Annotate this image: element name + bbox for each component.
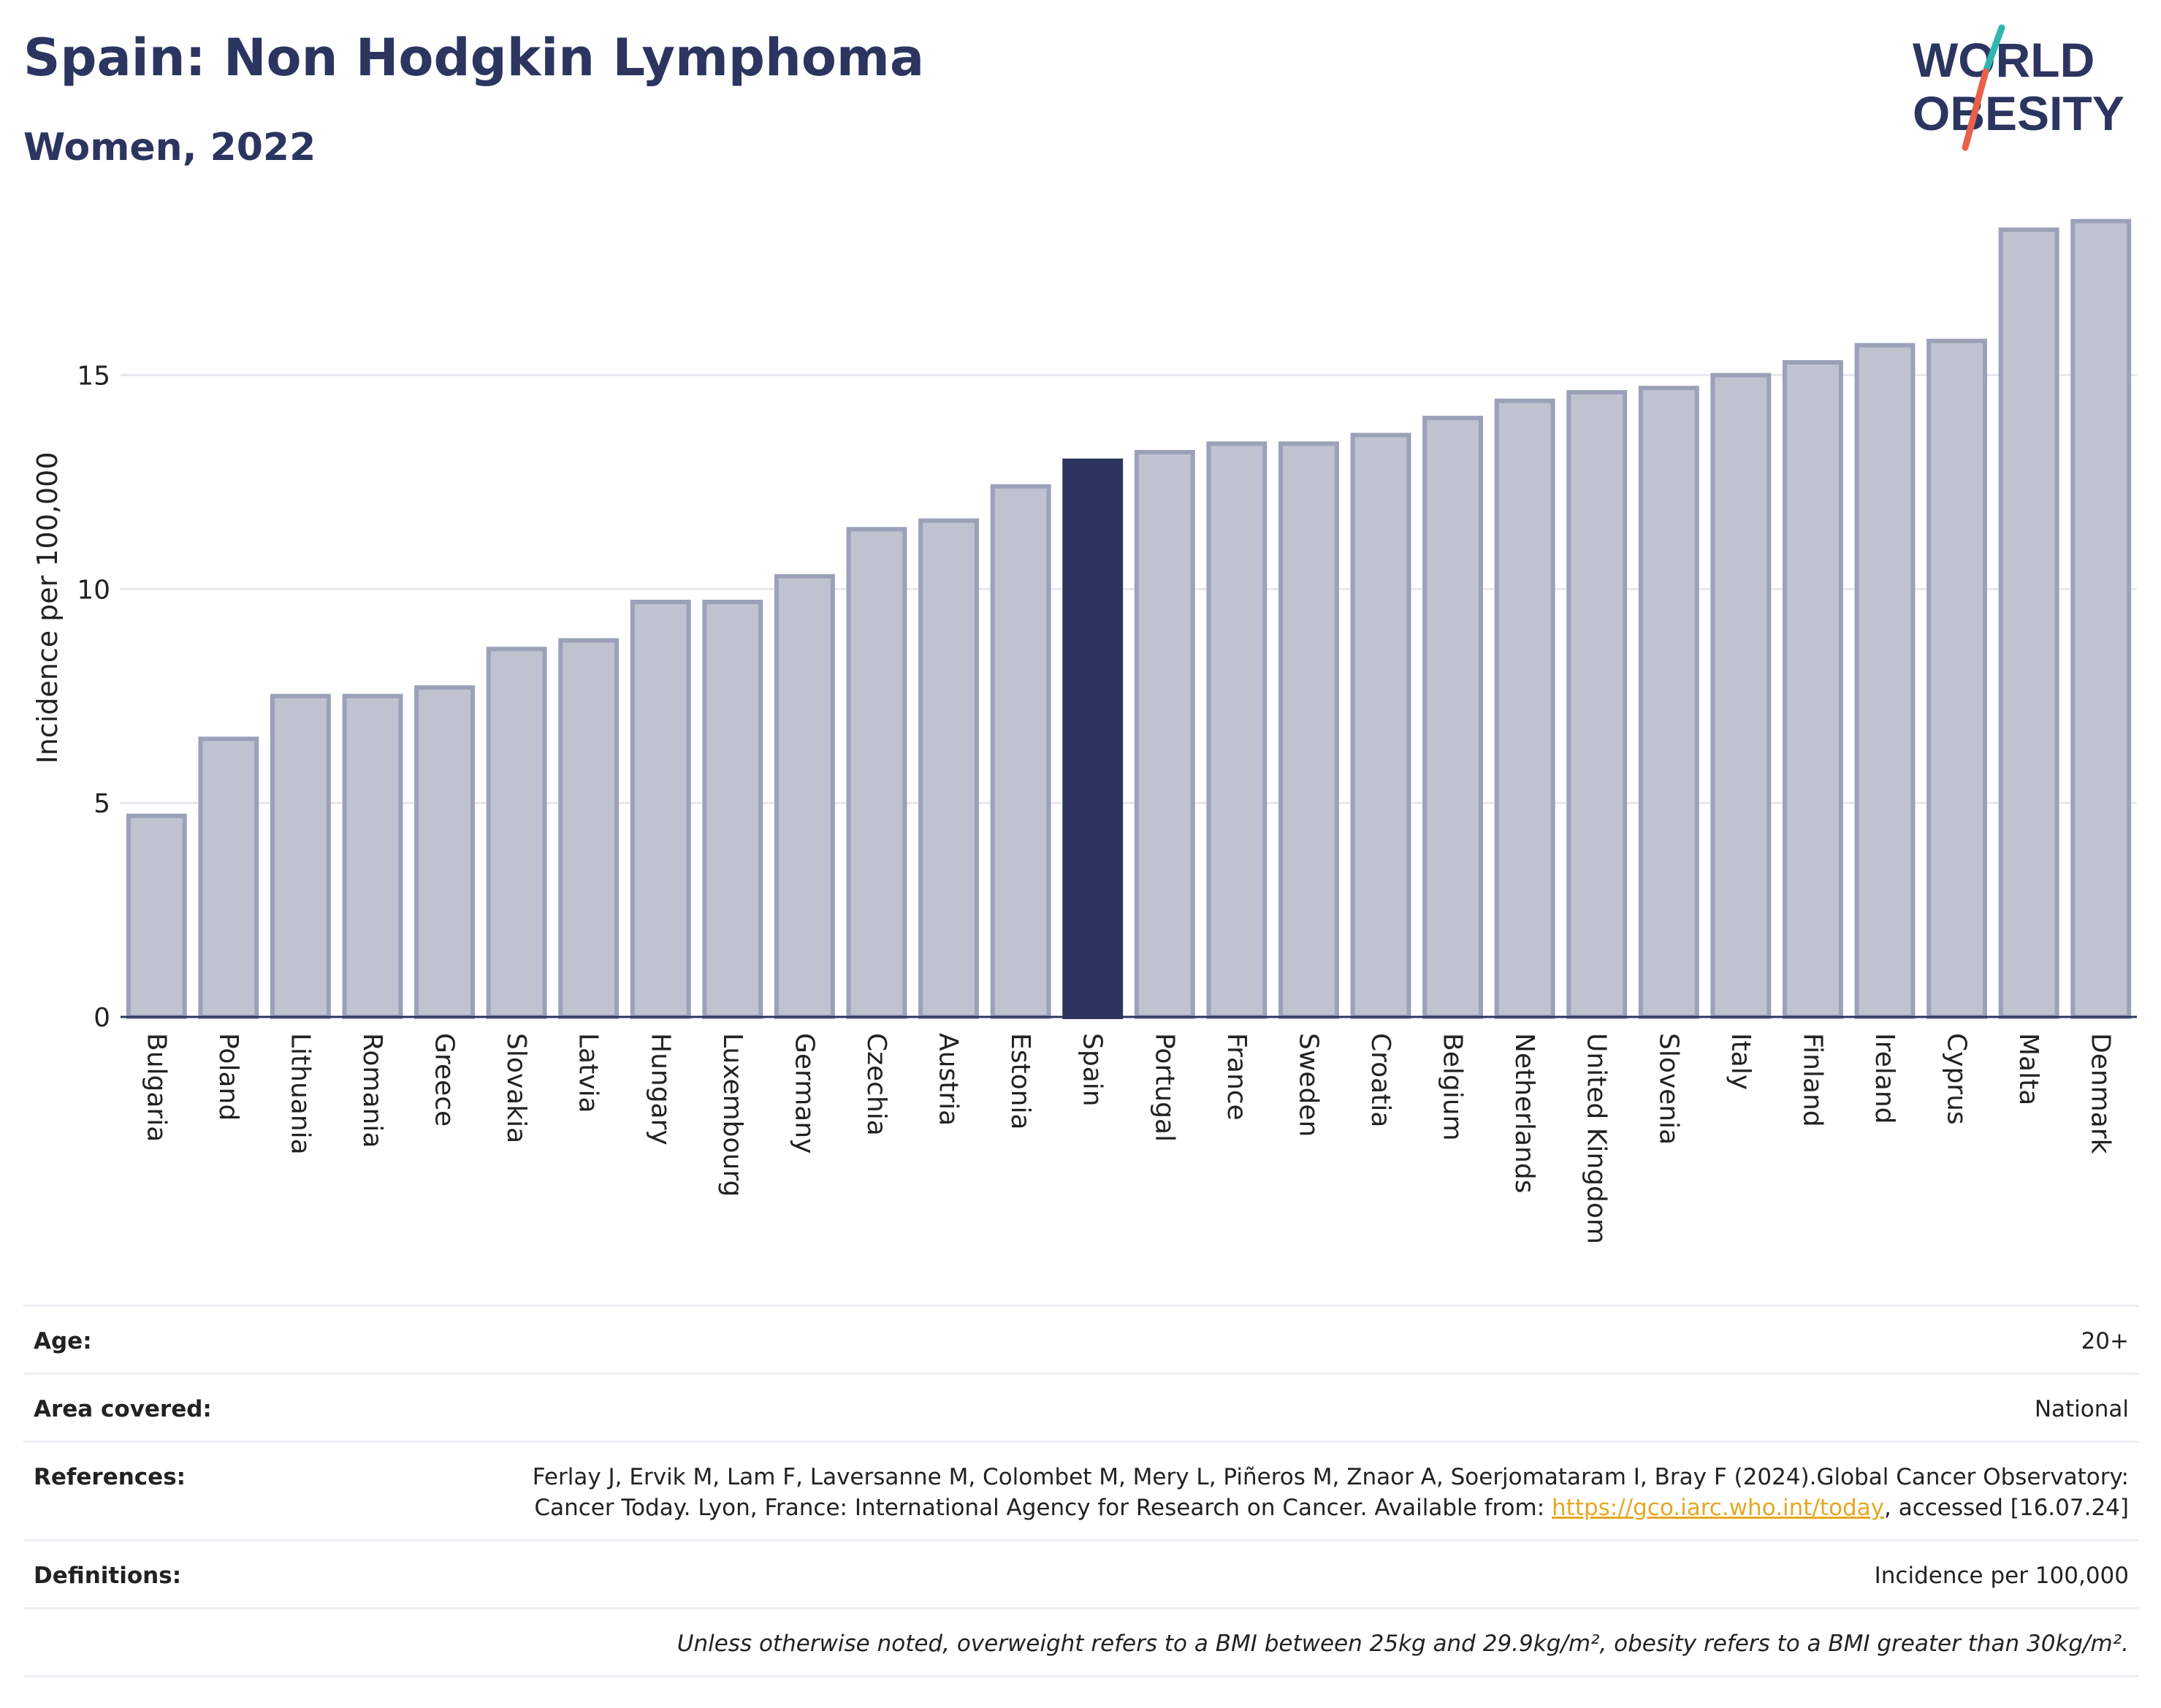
- x-tick-label: Netherlands: [1509, 1033, 1539, 1193]
- bar-portugal: [1134, 449, 1195, 1019]
- x-tick-label: Croatia: [1365, 1033, 1395, 1127]
- page-subtitle: Women, 2022: [23, 126, 316, 169]
- logo-text-world: WORLD: [1913, 33, 2095, 87]
- x-tick-label: Germany: [789, 1033, 819, 1154]
- definitions-value: Incidence per 100,000: [1874, 1563, 2129, 1589]
- x-tick-label: Lithuania: [285, 1033, 315, 1155]
- x-tick-label: Latvia: [573, 1033, 603, 1113]
- x-tick-label: Slovakia: [501, 1033, 531, 1143]
- meta-row-note: Unless otherwise noted, overweight refer…: [23, 1607, 2139, 1677]
- logo-slash-teal: [1982, 24, 2005, 75]
- bar-spain: [1062, 458, 1124, 1019]
- bar-romania: [342, 693, 403, 1019]
- x-tick-label: Ireland: [1870, 1033, 1899, 1124]
- x-tick-label: Cyprus: [1942, 1033, 1972, 1125]
- x-tick-label: Bulgaria: [141, 1033, 171, 1142]
- bar-malta: [1998, 227, 2059, 1019]
- references-link[interactable]: https://gco.iarc.who.int/today: [1552, 1495, 1884, 1521]
- references-tail: , accessed [16.07.24]: [1883, 1495, 2129, 1521]
- x-tick-label: Slovenia: [1653, 1033, 1683, 1145]
- bar-germany: [774, 573, 835, 1019]
- meta-row-age: Age: 20+: [23, 1305, 2139, 1373]
- bars: [126, 218, 2132, 1020]
- bar-sweden: [1278, 441, 1339, 1019]
- y-axis-label: Incidence per 100,000: [31, 451, 64, 763]
- metadata-table: Age: 20+ Area covered: National Referenc…: [23, 1305, 2139, 1677]
- bar-belgium: [1422, 416, 1484, 1019]
- bar-united-kingdom: [1566, 389, 1628, 1019]
- age-value: 20+: [2081, 1328, 2129, 1354]
- y-tick-label: 5: [94, 789, 110, 819]
- bar-czechia: [846, 527, 907, 1019]
- bar-denmark: [2070, 218, 2132, 1020]
- bar-bulgaria: [126, 813, 187, 1019]
- x-tick-label: Czechia: [861, 1033, 891, 1136]
- meta-row-references: References: Ferlay J, Ervik M, Lam F, La…: [23, 1441, 2139, 1539]
- bar-slovenia: [1638, 386, 1699, 1019]
- x-tick-label: Greece: [430, 1033, 460, 1126]
- x-tick-label: Hungary: [645, 1033, 675, 1145]
- bar-luxembourg: [702, 599, 763, 1019]
- x-tick-label: Estonia: [1005, 1033, 1035, 1130]
- bar-estonia: [990, 484, 1051, 1019]
- bar-finland: [1782, 359, 1843, 1019]
- references-label: References:: [34, 1464, 186, 1490]
- x-tick-label: United Kingdom: [1582, 1033, 1612, 1244]
- bar-poland: [198, 736, 259, 1019]
- meta-row-definitions: Definitions: Incidence per 100,000: [23, 1539, 2139, 1607]
- tick-labels: 0 5 10 15 Bulgaria Poland Lithuania Romania Gree…: [77, 362, 2116, 1244]
- bar-slovakia: [486, 647, 547, 1019]
- bar-chart: 0 5 10 15 Bulgaria Poland Lithuania Romania Gree…: [31, 218, 2137, 1244]
- x-tick-label: Romania: [357, 1033, 387, 1148]
- bar-france: [1206, 441, 1268, 1019]
- logo-slash-red: [1962, 68, 1989, 151]
- bar-hungary: [630, 599, 691, 1019]
- x-tick-label: Malta: [2013, 1033, 2043, 1105]
- bar-croatia: [1350, 432, 1411, 1019]
- x-tick-label: Finland: [1797, 1033, 1827, 1127]
- x-tick-label: Portugal: [1149, 1033, 1179, 1142]
- x-tick-label: Sweden: [1293, 1033, 1323, 1137]
- bar-cyprus: [1926, 338, 1988, 1019]
- bar-latvia: [558, 638, 620, 1019]
- bar-ireland: [1854, 343, 1916, 1019]
- x-tick-label: Italy: [1726, 1033, 1756, 1090]
- references-value: Ferlay J, Ervik M, Lam F, Laversanne M, …: [449, 1462, 2129, 1523]
- x-tick-label: Poland: [213, 1033, 243, 1121]
- area-value: National: [2034, 1396, 2129, 1422]
- world-obesity-logo: WORLD OBESITY: [1913, 24, 2124, 151]
- x-tick-label: Austria: [934, 1033, 964, 1126]
- bar-austria: [918, 518, 980, 1019]
- page-title: Spain: Non Hodgkin Lymphoma: [23, 28, 925, 88]
- x-tick-label: Belgium: [1438, 1033, 1468, 1141]
- age-label: Age:: [34, 1328, 92, 1354]
- bar-netherlands: [1494, 398, 1555, 1019]
- logo-text-obesity: OBESITY: [1913, 86, 2124, 140]
- bar-lithuania: [270, 693, 331, 1019]
- y-tick-label: 15: [77, 362, 110, 392]
- x-tick-label: France: [1221, 1033, 1251, 1121]
- bar-italy: [1710, 373, 1772, 1019]
- y-tick-label: 10: [77, 575, 110, 605]
- area-label: Area covered:: [34, 1396, 212, 1422]
- bmi-note: Unless otherwise noted, overweight refer…: [676, 1631, 2129, 1657]
- bar-greece: [414, 685, 476, 1019]
- x-tick-label: Denmark: [2086, 1033, 2116, 1154]
- references-text: Ferlay J, Ervik M, Lam F, Laversanne M, …: [532, 1464, 2129, 1521]
- x-tick-label: Luxembourg: [717, 1033, 747, 1197]
- definitions-label: Definitions:: [34, 1563, 182, 1589]
- x-tick-label: Spain: [1078, 1033, 1108, 1107]
- meta-row-area: Area covered: National: [23, 1373, 2139, 1441]
- y-tick-label: 0: [94, 1003, 110, 1033]
